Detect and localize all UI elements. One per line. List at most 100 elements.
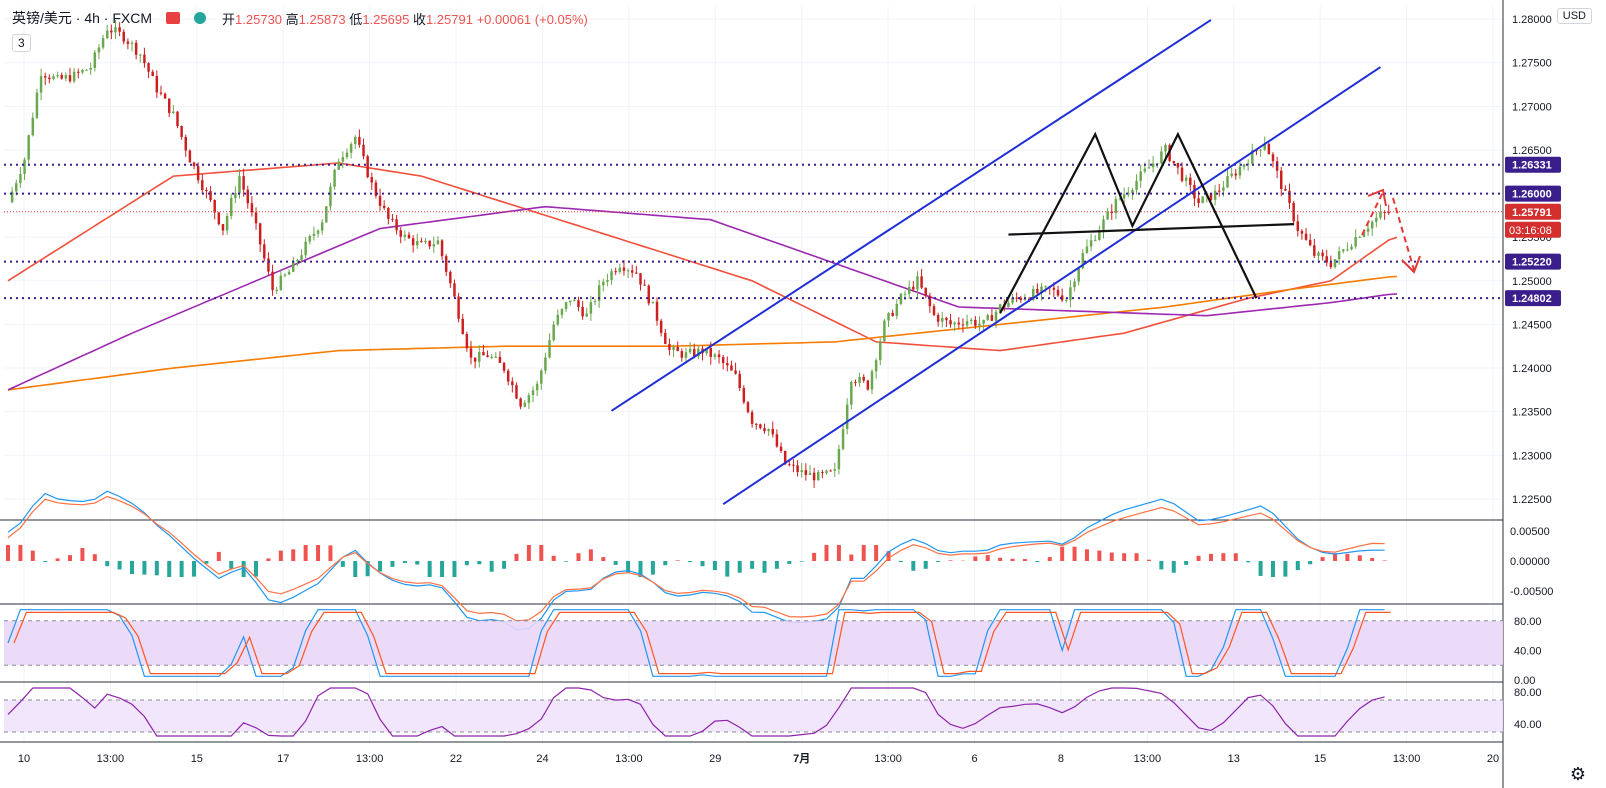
candle bbox=[337, 158, 340, 171]
macd-histogram-bar bbox=[737, 561, 742, 573]
candle bbox=[1238, 159, 1242, 180]
candle bbox=[804, 463, 808, 481]
candle bbox=[151, 69, 154, 77]
macd-histogram-bar bbox=[1171, 561, 1176, 573]
candle-body bbox=[626, 270, 630, 272]
candle-body bbox=[817, 472, 820, 481]
price-axis[interactable]: 1.22500 1.23000 1.23500 1.24000 1.24500 1.250… bbox=[1505, 14, 1561, 731]
neckline bbox=[1008, 223, 1294, 236]
macd-histogram-bar bbox=[626, 561, 631, 573]
candle bbox=[920, 269, 923, 290]
candle bbox=[308, 234, 312, 245]
candle-body bbox=[597, 285, 601, 302]
macd-histogram-bar bbox=[936, 561, 941, 562]
flag-icon bbox=[166, 12, 181, 24]
candle-body bbox=[217, 212, 221, 225]
time-tick-label: 6 bbox=[971, 753, 977, 765]
candle bbox=[391, 214, 394, 222]
candle-body bbox=[105, 30, 109, 39]
candle bbox=[279, 270, 283, 292]
candle-body bbox=[511, 381, 514, 386]
candle bbox=[192, 161, 196, 170]
candle-body bbox=[1288, 190, 1291, 203]
macd-histogram-bar bbox=[204, 561, 209, 564]
currency-badge[interactable]: USD bbox=[1556, 8, 1592, 24]
candle bbox=[738, 370, 741, 391]
candle-body bbox=[1023, 298, 1027, 300]
macd-histogram-bar bbox=[576, 553, 581, 561]
gear-icon[interactable]: ⚙ bbox=[1569, 764, 1586, 784]
candle-body bbox=[1280, 170, 1283, 189]
candle-body bbox=[469, 348, 473, 358]
candle bbox=[953, 321, 956, 331]
time-tick-label: 15 bbox=[191, 753, 203, 765]
candle-body bbox=[771, 429, 775, 435]
macd-histogram-bar bbox=[1159, 561, 1164, 570]
candle-body bbox=[64, 75, 68, 79]
candle-body bbox=[982, 319, 985, 324]
candle bbox=[1011, 293, 1014, 305]
candle-body bbox=[225, 216, 229, 231]
candle bbox=[387, 206, 390, 225]
last-price-tag bbox=[1505, 203, 1561, 220]
candle-body bbox=[874, 360, 878, 372]
candle-body bbox=[163, 93, 167, 99]
candle-body bbox=[1284, 188, 1287, 191]
candle bbox=[1300, 229, 1304, 240]
macd-histogram-bar bbox=[998, 557, 1003, 561]
macd-histogram-bar bbox=[353, 561, 358, 577]
candle bbox=[1230, 167, 1233, 178]
candle-body bbox=[998, 304, 1002, 312]
candle-body bbox=[721, 357, 725, 364]
candle-body bbox=[449, 271, 452, 284]
candle-body bbox=[858, 376, 861, 383]
candle bbox=[159, 85, 163, 96]
candle bbox=[428, 240, 431, 250]
forecast-up-arrowhead bbox=[1367, 188, 1387, 207]
candle-body bbox=[1056, 289, 1060, 296]
candle bbox=[478, 345, 481, 368]
candle-body bbox=[366, 156, 369, 178]
candle bbox=[1213, 184, 1217, 206]
indicator-count-toggle[interactable]: 3 bbox=[12, 34, 31, 52]
macd-histogram-bar bbox=[700, 561, 705, 567]
candle-body bbox=[614, 271, 617, 273]
candle-body bbox=[1379, 211, 1382, 218]
macd-histogram-bar bbox=[1382, 560, 1387, 561]
macd-histogram-bar bbox=[1221, 553, 1226, 561]
candle bbox=[68, 67, 72, 84]
candle-body bbox=[651, 301, 655, 304]
candle-body bbox=[192, 162, 196, 167]
candle-body bbox=[444, 256, 448, 272]
macd-histogram-bar bbox=[1196, 555, 1201, 561]
macd-histogram-bar bbox=[241, 561, 246, 577]
candle-body bbox=[990, 315, 994, 321]
candle bbox=[1218, 183, 1221, 197]
time-tick-label: 13:00 bbox=[1393, 753, 1421, 765]
candle-body bbox=[1230, 173, 1233, 177]
candle-body bbox=[544, 357, 547, 371]
candle-body bbox=[1222, 187, 1225, 191]
candle bbox=[473, 357, 477, 369]
candle-body bbox=[304, 241, 307, 256]
time-tick-label: 17 bbox=[277, 753, 289, 765]
macd-tick-label: 0.00500 bbox=[1510, 526, 1550, 538]
candle bbox=[511, 377, 514, 393]
candle bbox=[556, 309, 560, 327]
candle bbox=[515, 382, 518, 400]
candle bbox=[755, 423, 758, 430]
candle bbox=[126, 38, 130, 50]
macd-histogram-bar bbox=[1109, 552, 1114, 561]
symbol-title[interactable]: 英镑/美元 · 4h · FXCM bbox=[12, 10, 153, 26]
candle-body bbox=[1321, 252, 1324, 257]
macd-histogram-bar bbox=[229, 561, 234, 569]
candle bbox=[974, 316, 977, 329]
time-axis[interactable]: 10 13:00 15 17 13:00 22 24 13:00 29 7月 13:00 6 8 13:0… bbox=[18, 752, 1499, 765]
macd-histogram-bar bbox=[774, 561, 779, 569]
candle-body bbox=[978, 323, 981, 326]
candle-body bbox=[1127, 192, 1130, 195]
candle-body bbox=[1184, 177, 1188, 181]
candle bbox=[589, 295, 593, 321]
candle bbox=[184, 134, 187, 157]
